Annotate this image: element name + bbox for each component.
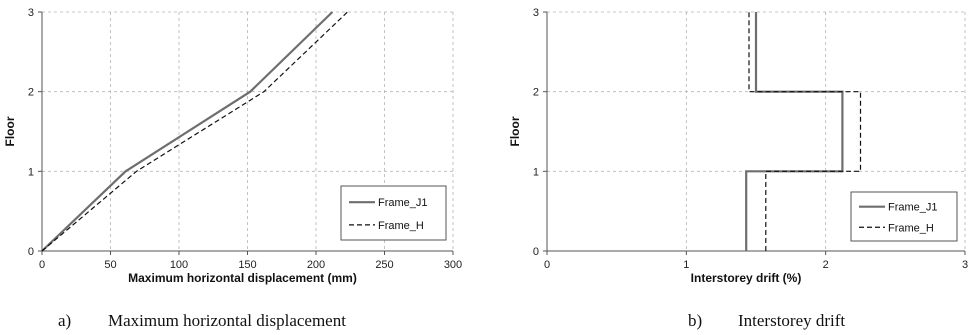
chart2-x-tick-label: 3	[962, 259, 968, 271]
chart1-series-frame-j1-line	[41, 11, 334, 252]
chart1-x-tick-label: 50	[104, 259, 116, 271]
chart1-y-tick-label: 3	[28, 7, 34, 19]
chart1-y-tick-label: 1	[28, 166, 34, 178]
chart2-x-tick-label: 2	[823, 259, 829, 271]
chart2-series-frame-h-line	[748, 12, 862, 251]
chart1-y-tick-label: 2	[28, 87, 34, 99]
chart2-y-tick-label: 2	[533, 87, 539, 99]
chart1-legend-label: Frame_J1	[378, 197, 428, 209]
chart1-x-tick-label: 150	[238, 259, 256, 271]
chart1-x-tick-label: 200	[307, 259, 325, 271]
chart1-caption-letter: a)	[58, 311, 71, 330]
chart1-legend-label: Frame_H	[378, 220, 424, 232]
chart2-y-tick-label: 1	[533, 166, 539, 178]
chart2-y-tick-label: 3	[533, 7, 539, 19]
chart1-y-tick-label: 0	[28, 246, 34, 258]
chart2-y-tick-label: 0	[533, 246, 539, 258]
chart2-caption-letter: b)	[688, 311, 702, 330]
chart1-y-axis-title: Floor	[3, 116, 17, 146]
chart2-legend-box	[850, 191, 958, 242]
chart2-y-axis-title: Floor	[508, 116, 522, 146]
chart2-series-frame-j1-line	[745, 12, 844, 251]
chart1-caption-text: Maximum horizontal displacement	[108, 311, 346, 330]
chart2-x-tick-label: 1	[683, 259, 689, 271]
chart1-x-tick-label: 100	[170, 259, 188, 271]
chart1-series-frame-h-line	[41, 11, 348, 252]
chart2-caption-text: Interstorey drift	[738, 311, 845, 330]
chart1-x-tick-label: 250	[375, 259, 393, 271]
chart1-x-axis-title: Maximum horizontal displacement (mm)	[128, 271, 357, 285]
chart2-x-tick-label: 0	[544, 259, 550, 271]
chart2-legend-label: Frame_H	[888, 222, 934, 234]
chart1-x-tick-label: 0	[39, 259, 45, 271]
chart2-x-axis-title: Interstorey drift (%)	[691, 271, 802, 285]
chart1-x-tick-label: 300	[444, 259, 462, 271]
chart2-legend-label: Frame_J1	[888, 202, 938, 214]
chart1-legend-box	[340, 185, 447, 241]
